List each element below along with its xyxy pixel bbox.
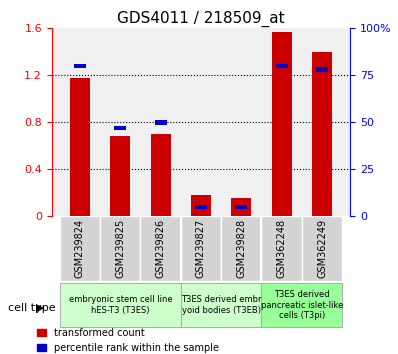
FancyBboxPatch shape <box>181 283 261 327</box>
Text: GSM239828: GSM239828 <box>236 219 246 278</box>
Bar <box>114 126 126 130</box>
Text: embryonic stem cell line
hES-T3 (T3ES): embryonic stem cell line hES-T3 (T3ES) <box>68 295 172 315</box>
FancyBboxPatch shape <box>221 216 261 281</box>
Bar <box>70 78 90 216</box>
FancyBboxPatch shape <box>60 216 100 281</box>
Bar <box>235 205 248 209</box>
Legend: transformed count, percentile rank within the sample: transformed count, percentile rank withi… <box>37 328 219 353</box>
Bar <box>316 67 328 72</box>
Text: GSM362249: GSM362249 <box>317 219 327 278</box>
FancyBboxPatch shape <box>261 216 302 281</box>
FancyBboxPatch shape <box>261 283 342 327</box>
FancyBboxPatch shape <box>60 283 181 327</box>
Text: T3ES derived embr
yoid bodies (T3EB): T3ES derived embr yoid bodies (T3EB) <box>181 295 261 315</box>
Bar <box>231 198 252 216</box>
Bar <box>154 120 167 125</box>
Bar <box>191 195 211 216</box>
Text: ▶: ▶ <box>36 303 44 313</box>
Text: T3ES derived
pancreatic islet-like
cells (T3pi): T3ES derived pancreatic islet-like cells… <box>261 290 343 320</box>
Text: GSM239827: GSM239827 <box>196 219 206 278</box>
Bar <box>275 64 288 68</box>
FancyBboxPatch shape <box>140 216 181 281</box>
FancyBboxPatch shape <box>181 216 221 281</box>
Bar <box>271 32 292 216</box>
Text: GSM239826: GSM239826 <box>156 219 166 278</box>
FancyBboxPatch shape <box>302 216 342 281</box>
Bar <box>74 64 86 68</box>
Bar <box>150 134 171 216</box>
Text: GSM362248: GSM362248 <box>277 219 287 278</box>
Text: GSM239824: GSM239824 <box>75 219 85 278</box>
FancyBboxPatch shape <box>100 216 140 281</box>
Bar <box>110 136 131 216</box>
Title: GDS4011 / 218509_at: GDS4011 / 218509_at <box>117 11 285 27</box>
Text: cell type: cell type <box>8 303 56 313</box>
Bar <box>312 52 332 216</box>
Bar <box>195 205 207 209</box>
Text: GSM239825: GSM239825 <box>115 219 125 278</box>
